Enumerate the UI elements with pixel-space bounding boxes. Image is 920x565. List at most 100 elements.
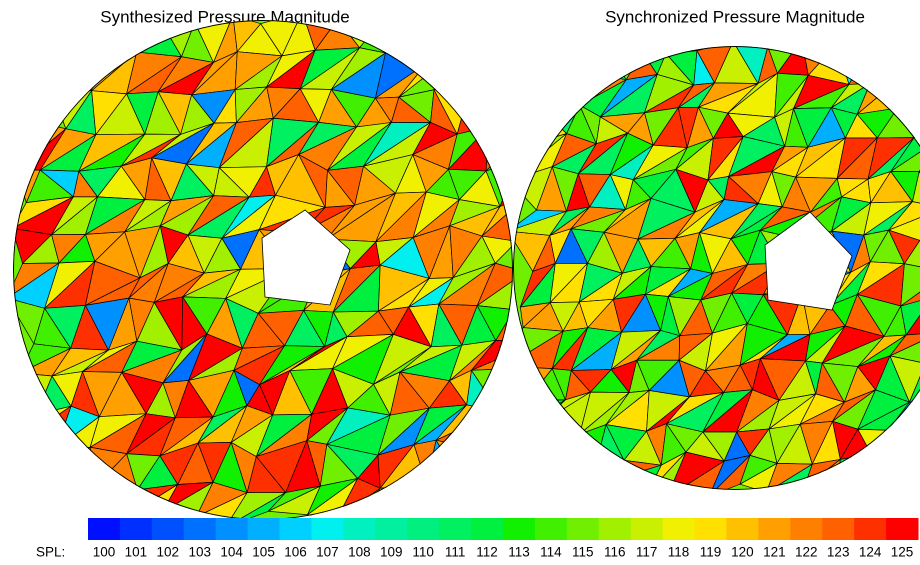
colorbar-tick-label: 121	[763, 545, 786, 560]
colorbar-segment	[247, 518, 281, 540]
colorbar-segment	[662, 518, 696, 540]
mesh-face	[913, 110, 920, 141]
mesh-face	[487, 85, 513, 135]
colorbar-segment	[854, 518, 887, 540]
mesh-face	[514, 399, 567, 433]
colorbar-tick-label: 115	[572, 545, 594, 560]
mesh-face	[549, 46, 584, 84]
mesh-face	[897, 70, 920, 110]
mesh-face	[912, 170, 920, 209]
mesh-face	[600, 464, 662, 490]
colorbar-segment	[726, 518, 759, 540]
mesh-face	[476, 415, 513, 450]
panel-title: Synchronized Pressure Magnitude	[605, 7, 865, 26]
mesh-face	[864, 453, 910, 490]
mesh-face	[494, 444, 513, 478]
mesh-face	[398, 20, 450, 64]
mesh-face	[42, 475, 96, 520]
mesh-face	[485, 133, 513, 172]
colorbar-segment	[534, 518, 568, 540]
colorbar-tick-label: 112	[476, 545, 498, 560]
mesh-face	[513, 454, 557, 490]
mesh-face	[513, 73, 560, 110]
mesh-face	[17, 405, 72, 449]
mesh-face	[513, 463, 556, 490]
colorbar-segment	[375, 518, 408, 540]
mesh-face	[907, 430, 920, 463]
colorbar-segment	[694, 518, 727, 540]
mesh-face	[459, 20, 495, 53]
colorbar: 100 101 102 103 104 105 106 107 108 109 110 111 112 1…	[88, 518, 919, 560]
colorbar-segment	[598, 518, 632, 540]
colorbar-tick-label: 122	[795, 545, 818, 560]
mesh-face	[549, 464, 596, 490]
colorbar-tick-label: 106	[284, 545, 307, 560]
colorbar-segment	[471, 518, 504, 540]
mesh-face	[513, 107, 543, 144]
colorbar-label: SPL:	[36, 545, 65, 560]
colorbar-segment	[183, 518, 217, 540]
colorbar-tick-label: 103	[188, 545, 211, 560]
mesh-face	[95, 23, 138, 53]
mesh-face	[29, 447, 60, 480]
colorbar-segment	[88, 518, 121, 540]
colorbar-segment	[790, 518, 823, 540]
mesh-face	[448, 20, 481, 51]
mesh-face	[908, 46, 920, 78]
mesh-face	[479, 20, 513, 53]
colorbar-segment	[886, 518, 919, 540]
mesh-hole	[261, 209, 351, 306]
mesh-face	[514, 399, 566, 433]
mesh-face	[476, 444, 508, 479]
mesh-face	[848, 49, 871, 85]
sphere-mesh	[513, 46, 920, 490]
mesh-face	[531, 46, 559, 84]
mesh-face	[554, 433, 597, 466]
colorbar-segment	[439, 518, 472, 540]
mesh-hole	[764, 211, 853, 311]
mesh-face	[582, 46, 609, 75]
colorbar-tick-label: 102	[157, 545, 180, 560]
mesh-face	[57, 446, 96, 488]
mesh-face	[513, 46, 551, 75]
mesh-face	[482, 476, 513, 517]
colorbar-tick-label: 107	[316, 545, 339, 560]
colorbar-segment	[758, 518, 791, 540]
mesh-face	[44, 20, 90, 54]
mesh-face	[50, 51, 98, 87]
mesh-face	[492, 26, 513, 55]
colorbar-tick-label: 111	[445, 545, 466, 560]
mesh-face	[869, 46, 910, 85]
mesh-face	[864, 462, 909, 490]
colorbar-tick-label: 120	[731, 545, 754, 560]
mesh-face	[900, 263, 920, 307]
mesh-face	[557, 46, 593, 84]
colorbar-segment	[119, 518, 153, 540]
mesh-face	[542, 421, 581, 465]
mesh-face	[43, 486, 96, 520]
colorbar-segment	[311, 518, 344, 540]
mesh-face	[887, 429, 920, 464]
mesh-face	[541, 73, 593, 109]
colorbar-tick-label: 108	[348, 545, 371, 560]
colorbar-tick-label: 113	[508, 545, 530, 560]
colorbar-tick-label: 109	[380, 545, 403, 560]
mesh-face	[459, 448, 496, 483]
mesh-face	[836, 453, 873, 490]
mesh-face	[425, 22, 461, 64]
mesh-face	[529, 420, 556, 465]
mesh-face	[482, 475, 513, 518]
mesh-face	[498, 367, 513, 417]
mesh-face	[377, 20, 400, 54]
mesh-face	[13, 475, 60, 520]
mesh-face	[28, 20, 74, 54]
mesh-face	[470, 51, 513, 85]
colorbar-tick-label: 118	[668, 545, 690, 560]
colorbar-tick-label: 119	[700, 545, 722, 560]
mesh-face	[903, 239, 920, 273]
mesh-face	[890, 458, 920, 490]
mesh-face	[76, 486, 138, 513]
colorbar-tick-label: 116	[604, 545, 626, 560]
mesh-face	[549, 463, 597, 490]
